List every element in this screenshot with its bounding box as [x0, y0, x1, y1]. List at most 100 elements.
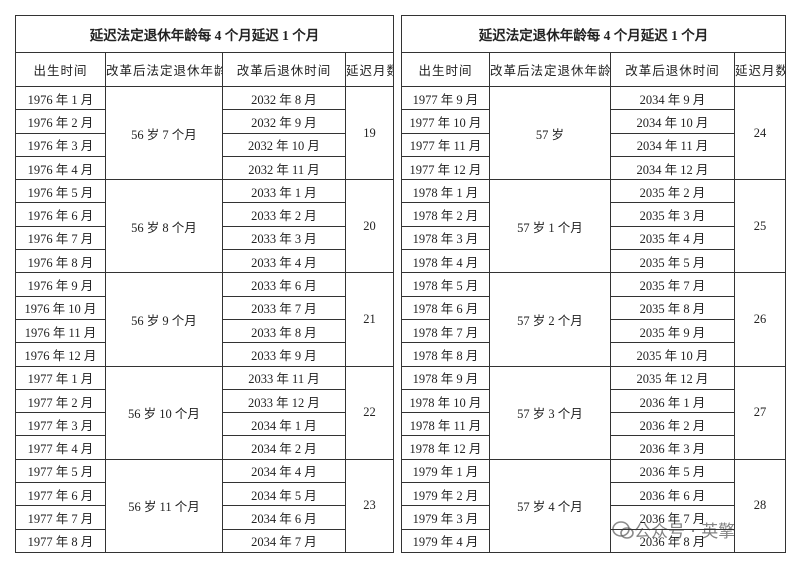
- data-row: 1977 年 6 月 2034 年 5 月: [15, 482, 394, 507]
- birth-date: 1977 年 10 月: [401, 109, 490, 134]
- retirement-date: 2032 年 10 月: [222, 132, 346, 157]
- retirement-date: 2035 年 10 月: [610, 342, 735, 367]
- retirement-date: 2033 年 11 月: [222, 365, 346, 390]
- delay-months: 20: [345, 179, 394, 274]
- retirement-date: 2035 年 8 月: [610, 295, 735, 320]
- birth-date: 1977 年 3 月: [15, 412, 106, 437]
- birth-date: 1978 年 7 月: [401, 318, 490, 344]
- data-row: 1979 年 3 月 2036 年 7 月: [401, 505, 786, 530]
- birth-date: 1978 年 4 月: [401, 249, 490, 274]
- birth-date: 1976 年 10 月: [15, 295, 106, 320]
- retirement-date: 2034 年 4 月: [222, 458, 346, 484]
- title-row: 延迟法定退休年龄每 4 个月延迟 1 个月: [15, 15, 394, 53]
- birth-date: 1977 年 5 月: [15, 458, 106, 484]
- birth-date: 1977 年 12 月: [401, 155, 490, 181]
- birth-date: 1979 年 3 月: [401, 505, 490, 530]
- birth-date: 1978 年 11 月: [401, 412, 490, 437]
- data-row: 1978 年 1 月 57 岁 1 个月 2035 年 2 月 25: [401, 179, 786, 274]
- data-row: 1978 年 8 月 2035 年 10 月: [401, 342, 786, 367]
- data-row: 1979 年 1 月 57 岁 4 个月 2036 年 5 月 28: [401, 458, 786, 553]
- delay-months: 24: [734, 85, 786, 181]
- retirement-age: 56 岁 9 个月: [105, 272, 223, 367]
- birth-date: 1977 年 11 月: [401, 132, 490, 157]
- data-row: 1976 年 6 月 2033 年 2 月: [15, 202, 394, 227]
- retirement-date: 2035 年 2 月: [610, 179, 735, 204]
- retirement-date: 2032 年 9 月: [222, 109, 346, 134]
- birth-date: 1978 年 1 月: [401, 179, 490, 204]
- column-header: 出生时间: [401, 52, 490, 87]
- birth-date: 1977 年 9 月: [401, 85, 490, 111]
- birth-date: 1976 年 2 月: [15, 109, 106, 134]
- column-header: 出生时间: [15, 52, 106, 87]
- retirement-date: 2036 年 5 月: [610, 458, 735, 484]
- retirement-date: 2033 年 3 月: [222, 225, 346, 251]
- birth-date: 1978 年 6 月: [401, 295, 490, 320]
- birth-date: 1976 年 7 月: [15, 225, 106, 251]
- data-row: 1976 年 7 月 2033 年 3 月: [15, 225, 394, 251]
- data-row: 1978 年 5 月 57 岁 2 个月 2035 年 7 月 26: [401, 272, 786, 367]
- retirement-date: 2033 年 12 月: [222, 388, 346, 414]
- retirement-date: 2035 年 5 月: [610, 249, 735, 274]
- birth-date: 1978 年 8 月: [401, 342, 490, 367]
- data-row: 1976 年 4 月 2032 年 11 月: [15, 155, 394, 181]
- table-body: 延迟法定退休年龄每 4 个月延迟 1 个月 出生时间 改革后法定退休年龄 改革后退休时…: [401, 15, 786, 553]
- birth-date: 1978 年 5 月: [401, 272, 490, 297]
- retirement-age: 57 岁 3 个月: [489, 365, 611, 460]
- data-row: 1977 年 12 月 2034 年 12 月: [401, 155, 786, 181]
- data-row: 1978 年 6 月 2035 年 8 月: [401, 295, 786, 320]
- retirement-date: 2034 年 10 月: [610, 109, 735, 134]
- retirement-date: 2035 年 12 月: [610, 365, 735, 390]
- birth-date: 1979 年 2 月: [401, 482, 490, 507]
- retirement-date: 2033 年 4 月: [222, 249, 346, 274]
- birth-date: 1978 年 9 月: [401, 365, 490, 390]
- delay-months: 26: [734, 272, 786, 367]
- birth-date: 1979 年 4 月: [401, 528, 490, 553]
- column-header: 延迟月数: [345, 52, 394, 87]
- retirement-age: 56 岁 10 个月: [105, 365, 223, 460]
- retirement-date: 2036 年 7 月: [610, 505, 735, 530]
- table: 延迟法定退休年龄每 4 个月延迟 1 个月 出生时间 改革后法定退休年龄 改革后退休时…: [401, 15, 786, 553]
- data-row: 1978 年 11 月 2036 年 2 月: [401, 412, 786, 437]
- column-header: 改革后退休时间: [610, 52, 735, 87]
- birth-date: 1976 年 9 月: [15, 272, 106, 297]
- retirement-date: 2034 年 5 月: [222, 482, 346, 507]
- retirement-date: 2034 年 7 月: [222, 528, 346, 553]
- birth-date: 1977 年 6 月: [15, 482, 106, 507]
- retirement-date: 2033 年 7 月: [222, 295, 346, 320]
- retirement-date: 2032 年 8 月: [222, 85, 346, 111]
- retirement-age: 57 岁 1 个月: [489, 179, 611, 274]
- retirement-date: 2034 年 11 月: [610, 132, 735, 157]
- data-row: 1979 年 2 月 2036 年 6 月: [401, 482, 786, 507]
- data-row: 1977 年 4 月 2034 年 2 月: [15, 435, 394, 460]
- birth-date: 1977 年 8 月: [15, 528, 106, 553]
- retirement-date: 2035 年 3 月: [610, 202, 735, 227]
- retirement-date: 2035 年 9 月: [610, 318, 735, 344]
- birth-date: 1978 年 2 月: [401, 202, 490, 227]
- delay-months: 28: [734, 458, 786, 553]
- retirement-date: 2033 年 6 月: [222, 272, 346, 297]
- retirement-date: 2034 年 2 月: [222, 435, 346, 460]
- data-row: 1976 年 1 月 56 岁 7 个月 2032 年 8 月 19: [15, 85, 394, 181]
- data-row: 1978 年 12 月 2036 年 3 月: [401, 435, 786, 460]
- retirement-date: 2036 年 2 月: [610, 412, 735, 437]
- table-title: 延迟法定退休年龄每 4 个月延迟 1 个月: [15, 15, 394, 53]
- birth-date: 1977 年 2 月: [15, 388, 106, 414]
- birth-date: 1976 年 6 月: [15, 202, 106, 227]
- birth-date: 1978 年 10 月: [401, 388, 490, 414]
- retirement-date: 2034 年 12 月: [610, 155, 735, 181]
- data-row: 1976 年 5 月 56 岁 8 个月 2033 年 1 月 20: [15, 179, 394, 274]
- delay-months: 27: [734, 365, 786, 460]
- birth-date: 1976 年 12 月: [15, 342, 106, 367]
- data-row: 1976 年 10 月 2033 年 7 月: [15, 295, 394, 320]
- birth-date: 1977 年 4 月: [15, 435, 106, 460]
- data-row: 1978 年 3 月 2035 年 4 月: [401, 225, 786, 251]
- table-title: 延迟法定退休年龄每 4 个月延迟 1 个月: [401, 15, 786, 53]
- column-header: 改革后法定退休年龄: [105, 52, 223, 87]
- retirement-date: 2032 年 11 月: [222, 155, 346, 181]
- birth-date: 1976 年 4 月: [15, 155, 106, 181]
- column-header: 改革后法定退休年龄: [489, 52, 611, 87]
- retirement-age: 56 岁 11 个月: [105, 458, 223, 553]
- retirement-date: 2036 年 8 月: [610, 528, 735, 553]
- data-row: 1976 年 3 月 2032 年 10 月: [15, 132, 394, 157]
- retirement-age: 56 岁 8 个月: [105, 179, 223, 274]
